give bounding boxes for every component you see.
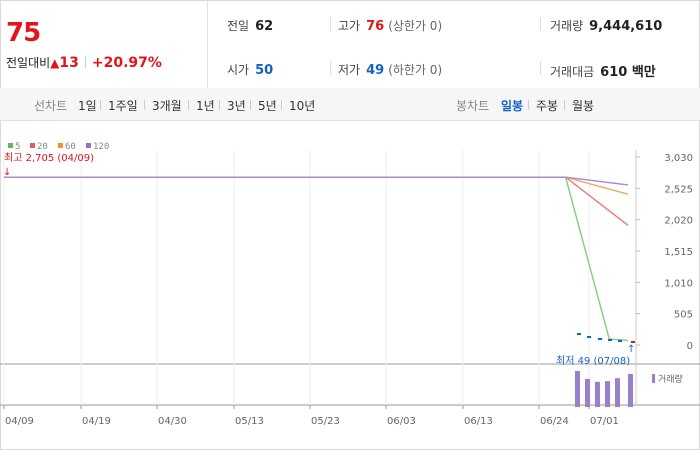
volume-bar [585,378,590,407]
candle [587,336,591,338]
high-annotation: 최고 2,705 (04/09) [4,152,94,164]
candle [618,340,622,342]
ma-line-120 [4,176,629,186]
tab-1-year[interactable]: 1년 [196,99,215,113]
y-tick-label: 2,525 [664,184,693,195]
legend-item: 20 [37,142,48,152]
divider [564,100,565,110]
tab-10-years[interactable]: 10년 [289,99,316,113]
divider [281,100,282,110]
tab-3-years[interactable]: 3년 [227,99,246,113]
legend-swatch [58,143,63,148]
volume-bar [595,381,600,407]
legend-item: 120 [93,142,109,152]
candle [608,339,612,341]
ma-line-20 [4,176,629,226]
current-price: 75 [6,18,41,48]
volume-bar [628,373,633,407]
tab-3-months[interactable]: 3개월 [152,99,182,113]
price-summary: 75 전일대비▲13 +20.97% 전일 62 시가 50 고가 76 (상한가 0) … [0,0,700,89]
tab-1-day[interactable]: 1일 [78,99,97,113]
divider [330,17,331,31]
divider [188,100,189,110]
y-tick-label: 505 [674,310,693,321]
x-tick-label: 04/09 [5,416,34,427]
volume-label: 거래량 [658,373,683,385]
divider [540,17,541,31]
legend-swatch [30,143,35,148]
change-value: 13 [59,55,79,71]
candle [631,341,635,343]
legend-item: 60 [65,142,76,152]
period-tabs: 선차트 1일 1주일 3개월 1년 3년 5년 10년 봉차트 일봉 주봉 월봉 [0,88,700,121]
high-price: 고가 76 (상한가 0) [338,19,443,34]
y-tick-label: 1,010 [664,278,693,289]
divider [144,100,145,110]
current-price-box: 75 전일대비▲13 +20.97% [0,0,208,88]
low-annotation: 최저 49 (07/08) [556,355,630,367]
volume-bar [615,378,620,407]
divider [100,100,101,110]
y-tick-label: 3,030 [664,153,693,164]
up-arrow-icon: ▲ [50,56,60,70]
x-tick-label: 04/30 [158,416,187,427]
line-chart-label: 선차트 [34,99,68,113]
legend-swatch [86,143,91,148]
up-arrow-icon: ↑ [627,344,635,355]
low-price: 저가 49 (하한가 0) [338,63,443,78]
candle-chart-label: 봉차트 [456,99,490,113]
ma-line-60 [4,176,629,195]
y-tick-label: 0 [687,341,693,352]
y-tick-label: 2,020 [664,216,693,227]
volume-legend-swatch [652,374,655,383]
volume: 거래량 9,444,610 [550,19,663,34]
y-tick-label: 1,515 [664,247,693,258]
change-percent: +20.97% [91,55,162,71]
tab-5-years[interactable]: 5년 [258,99,277,113]
candle [577,333,581,335]
x-tick-label: 06/24 [540,416,569,427]
tab-1-week[interactable]: 1주일 [108,99,138,113]
x-tick-label: 04/19 [82,416,111,427]
change-label: 전일대비 [6,56,51,70]
x-tick-label: 06/03 [387,416,416,427]
ma-line-5 [4,176,629,341]
divider [84,56,86,68]
tab-monthly-candle[interactable]: 월봉 [572,99,595,113]
open-price: 시가 50 [227,63,274,78]
candle [598,338,602,340]
divider [528,100,529,110]
volume-bar [575,371,580,407]
x-tick-label: 06/13 [464,416,493,427]
x-tick-label: 05/13 [235,416,264,427]
divider [540,61,541,75]
prev-close: 전일 62 [227,19,274,34]
down-arrow-icon: ↓ [3,167,11,178]
divider [330,61,331,75]
volume-bar [605,381,610,407]
legend-item: 5 [15,142,20,152]
tab-weekly-candle[interactable]: 주봉 [536,99,559,113]
price-chart[interactable]: 04/09 04/19 04/30 05/13 05/23 06/03 06/13 06/24… [0,120,700,450]
divider [219,100,220,110]
trade-amount: 거래대금 610 백만 [550,65,656,80]
price-change: 전일대비▲13 +20.97% [6,54,162,71]
legend-swatch [8,143,13,148]
x-tick-label: 07/01 [590,416,619,427]
tab-daily-candle[interactable]: 일봉 [501,99,524,113]
divider [250,100,251,110]
x-tick-label: 05/23 [311,416,340,427]
